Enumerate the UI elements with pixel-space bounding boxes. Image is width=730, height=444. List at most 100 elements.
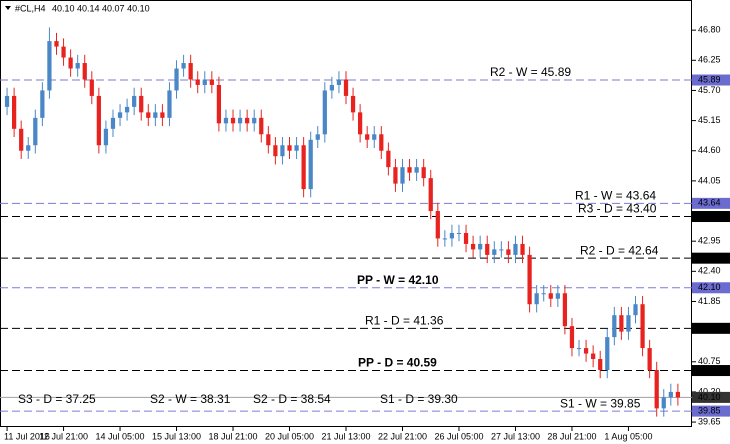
level-label: S1 - W = 39.85 [560, 396, 641, 410]
candle-body [612, 315, 617, 338]
candle-body [301, 145, 306, 190]
candle-body [153, 112, 158, 118]
candle-body [12, 95, 17, 129]
y-tick-label: 42.40 [698, 266, 721, 276]
candle-body [245, 117, 250, 124]
candle-body [421, 167, 426, 179]
candle-body [605, 337, 610, 370]
price-box [692, 405, 730, 417]
candle-body [675, 391, 680, 398]
candle-body [400, 167, 405, 184]
candle-body [82, 63, 87, 80]
y-tick-label: 44.60 [698, 145, 721, 155]
x-tick-label: 1 Aug 05:00 [604, 431, 652, 441]
candle-body [336, 79, 342, 85]
candle-body [520, 243, 525, 255]
candle-body [626, 315, 631, 332]
candle-body [541, 293, 546, 295]
candle-body [654, 369, 659, 409]
candle-body [485, 243, 490, 255]
level-label: PP - D = 40.59 [358, 356, 437, 370]
candle-body [280, 145, 285, 157]
price-box [692, 322, 730, 334]
y-tick-label: 39.65 [698, 416, 721, 426]
candle-body [61, 46, 66, 58]
candle-body [365, 134, 370, 140]
candle-body [343, 79, 349, 96]
candle-body [202, 79, 207, 85]
price-box-label: 42.10 [698, 282, 721, 292]
candle-body [89, 79, 94, 96]
candle-body [492, 249, 497, 255]
candle-body [4, 95, 10, 107]
y-tick-label: 46.80 [698, 25, 721, 35]
candle-body [534, 293, 539, 305]
candle-body [661, 397, 666, 409]
candle-body [237, 117, 243, 124]
x-tick-label: 27 Jul 13:00 [491, 431, 540, 441]
offscale-level-label: S2 - W = 38.31 [150, 392, 231, 406]
y-tick-label: 45.70 [698, 85, 721, 95]
candle-body [386, 150, 391, 168]
offscale-level-label: S3 - D = 37.25 [18, 392, 96, 406]
x-tick-label: 14 Jul 05:00 [96, 431, 145, 441]
candle-body [647, 348, 652, 370]
symbol-title: #CL,H4 [15, 3, 46, 13]
candle-body [110, 117, 116, 129]
price-box-label: 40.59 [698, 365, 721, 375]
candle-body [216, 84, 222, 124]
y-tick-label: 42.95 [698, 236, 721, 246]
price-box-label: 39.85 [698, 405, 721, 415]
candle-body [33, 117, 38, 146]
candle-body [583, 348, 589, 354]
price-box [692, 391, 730, 403]
candle-body [188, 63, 193, 80]
candle-body [513, 243, 518, 255]
candle-body [47, 41, 52, 91]
candle-body [407, 167, 412, 173]
candle-body [442, 238, 447, 240]
candle-body [591, 353, 596, 360]
y-tick-label: 46.25 [698, 55, 721, 65]
level-label: R1 - W = 43.64 [575, 189, 656, 203]
candle-body [506, 249, 511, 255]
candle-body [259, 117, 264, 135]
level-label: R2 - W = 45.89 [490, 65, 571, 79]
candle-body [266, 134, 271, 146]
candle-body [230, 117, 236, 124]
candle-body [322, 90, 327, 135]
candle-body [40, 90, 45, 118]
y-tick-label: 40.20 [698, 386, 721, 396]
symbol-icon [5, 6, 11, 10]
candle-body [329, 84, 334, 91]
candle-body [146, 112, 151, 118]
x-tick-label: 18 Jul 21:00 [208, 431, 257, 441]
candle-body [167, 90, 172, 118]
price-box [692, 197, 730, 209]
price-box [692, 252, 730, 264]
candle-body [96, 95, 101, 146]
candle-body [117, 112, 123, 118]
candle-body [668, 391, 673, 398]
candle-body [499, 249, 504, 251]
level-label: R3 - D = 43.40 [578, 202, 657, 216]
candle-body [195, 79, 200, 85]
candle-body [576, 348, 582, 350]
candle-body [308, 139, 313, 190]
x-tick-label: 22 Jul 21:00 [378, 431, 427, 441]
candle-body [294, 145, 299, 151]
x-tick-label: 12 Jul 21:00 [39, 431, 88, 441]
candle-body [174, 68, 179, 91]
candle-body [456, 232, 462, 234]
candle-body [124, 106, 130, 113]
y-tick-label: 40.75 [698, 356, 721, 366]
candle-body [75, 63, 80, 69]
candle-body [470, 243, 476, 250]
offscale-level-label: S2 - D = 38.54 [253, 392, 331, 406]
price-box [692, 282, 730, 294]
candle-body [19, 128, 24, 151]
candle-body [223, 117, 229, 124]
candle-body [160, 112, 165, 118]
ohlc-text: 40.10 40.14 40.07 40.10 [52, 3, 150, 13]
